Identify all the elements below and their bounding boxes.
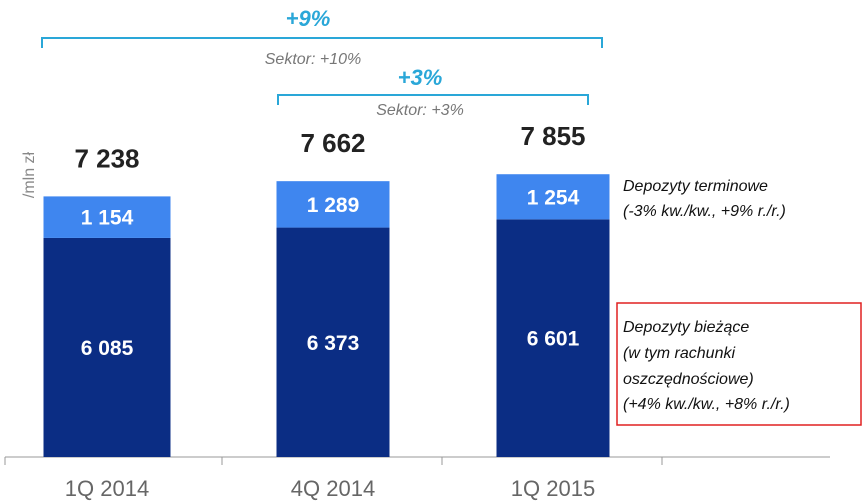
- annotation: +3%: [398, 65, 443, 90]
- data-label: 6 601: [527, 328, 580, 351]
- legend-label: Depozyty terminowe: [623, 178, 768, 195]
- bar-segment: [276, 227, 390, 457]
- data-label: 1 154: [81, 207, 134, 230]
- bar-segment: [43, 196, 171, 238]
- data-label: 1 289: [307, 194, 360, 217]
- data-label: 1 254: [527, 186, 580, 209]
- annotation: +9%: [286, 6, 331, 31]
- legend-note: oszczędnościowe): [623, 371, 754, 388]
- bar-segment: [496, 174, 610, 220]
- bar-segment: [43, 237, 171, 457]
- annotation-note: Sektor: +3%: [376, 102, 464, 119]
- x-tick-label: 1Q 2014: [65, 476, 149, 501]
- y-axis-label: /mln zł: [21, 151, 38, 198]
- total-label: 7 855: [520, 121, 585, 151]
- bracket: [277, 94, 589, 105]
- legend-box: [616, 302, 862, 426]
- x-tick-label: 4Q 2014: [291, 476, 375, 501]
- legend-note: (w tym rachunki: [623, 345, 735, 362]
- bar-segment: [276, 181, 390, 228]
- data-label: 6 373: [307, 332, 360, 355]
- total-label: 7 238: [74, 143, 139, 173]
- data-label: 6 085: [81, 337, 134, 360]
- total-label: 7 662: [300, 128, 365, 158]
- bar-segment: [496, 219, 610, 457]
- legend-note: (-3% kw./kw., +9% r./r.): [623, 203, 786, 220]
- legend-label: Depozyty bieżące: [623, 319, 749, 336]
- x-tick-label: 1Q 2015: [511, 476, 595, 501]
- bracket: [41, 37, 603, 48]
- annotation-note: Sektor: +10%: [265, 51, 362, 68]
- legend-note: (+4% kw./kw., +8% r./r.): [623, 396, 790, 413]
